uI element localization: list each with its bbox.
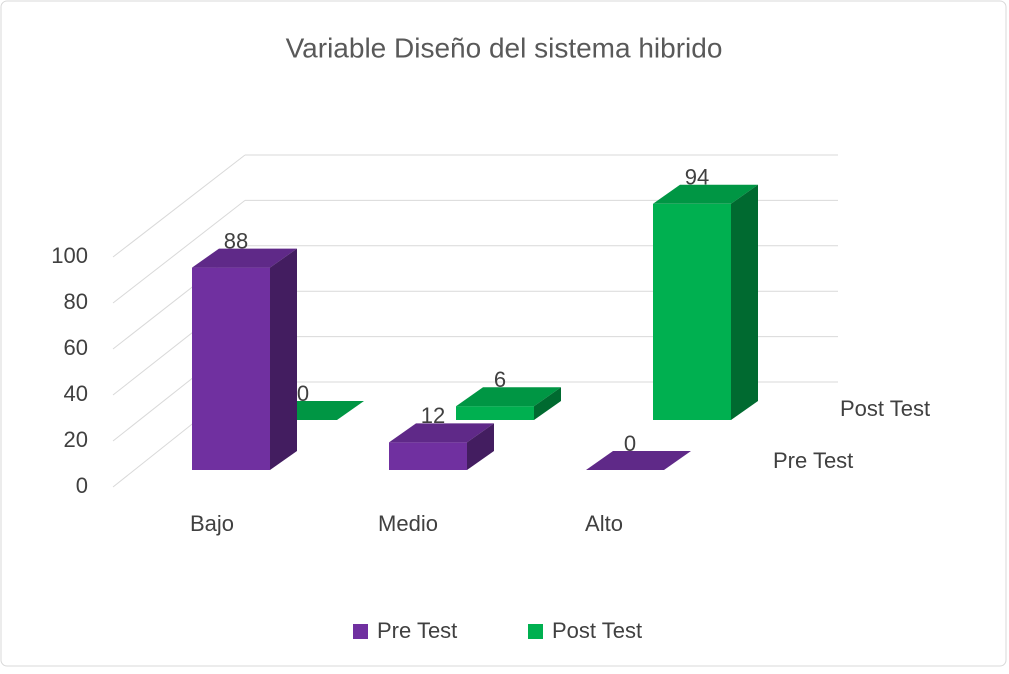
data-label: 94 <box>685 165 709 190</box>
bar-side <box>467 423 494 470</box>
bar <box>192 248 297 470</box>
data-label: 0 <box>297 381 309 406</box>
y-tick-label: 40 <box>64 381 88 406</box>
y-tick-label: 80 <box>64 289 88 314</box>
bar-top <box>389 423 494 443</box>
bar <box>653 184 758 420</box>
x-tick-label: Medio <box>378 511 438 536</box>
grid-line <box>112 154 246 258</box>
bar-top <box>192 248 297 268</box>
x-tick-label: Alto <box>585 511 623 536</box>
legend-label: Post Test <box>552 618 642 643</box>
bar-front <box>389 442 467 470</box>
chart-title: Variable Diseño del sistema hibrido <box>286 32 723 63</box>
bar-side <box>731 184 758 420</box>
bar-top <box>653 184 758 204</box>
y-tick-label: 60 <box>64 335 88 360</box>
bar-side <box>270 248 297 470</box>
legend-swatch <box>353 624 368 639</box>
bar-front <box>456 406 534 420</box>
y-tick-label: 0 <box>76 473 88 498</box>
bar <box>389 423 494 470</box>
data-label: 88 <box>224 228 248 253</box>
bar-front <box>192 267 270 470</box>
bar <box>586 451 691 470</box>
grid-line <box>112 200 246 304</box>
bar <box>456 387 561 420</box>
depth-label: Pre Test <box>773 448 853 473</box>
data-label: 12 <box>421 403 445 428</box>
legend-swatch <box>528 624 543 639</box>
y-tick-label: 20 <box>64 427 88 452</box>
legend-label: Pre Test <box>377 618 457 643</box>
bar-top <box>586 451 691 470</box>
bar-side <box>534 387 561 420</box>
depth-label: Post Test <box>840 396 930 421</box>
bar-top <box>456 387 561 407</box>
bar-front <box>653 203 731 420</box>
y-tick-label: 100 <box>51 243 88 268</box>
data-label: 0 <box>624 431 636 456</box>
data-label: 6 <box>494 367 506 392</box>
x-tick-label: Bajo <box>190 511 234 536</box>
